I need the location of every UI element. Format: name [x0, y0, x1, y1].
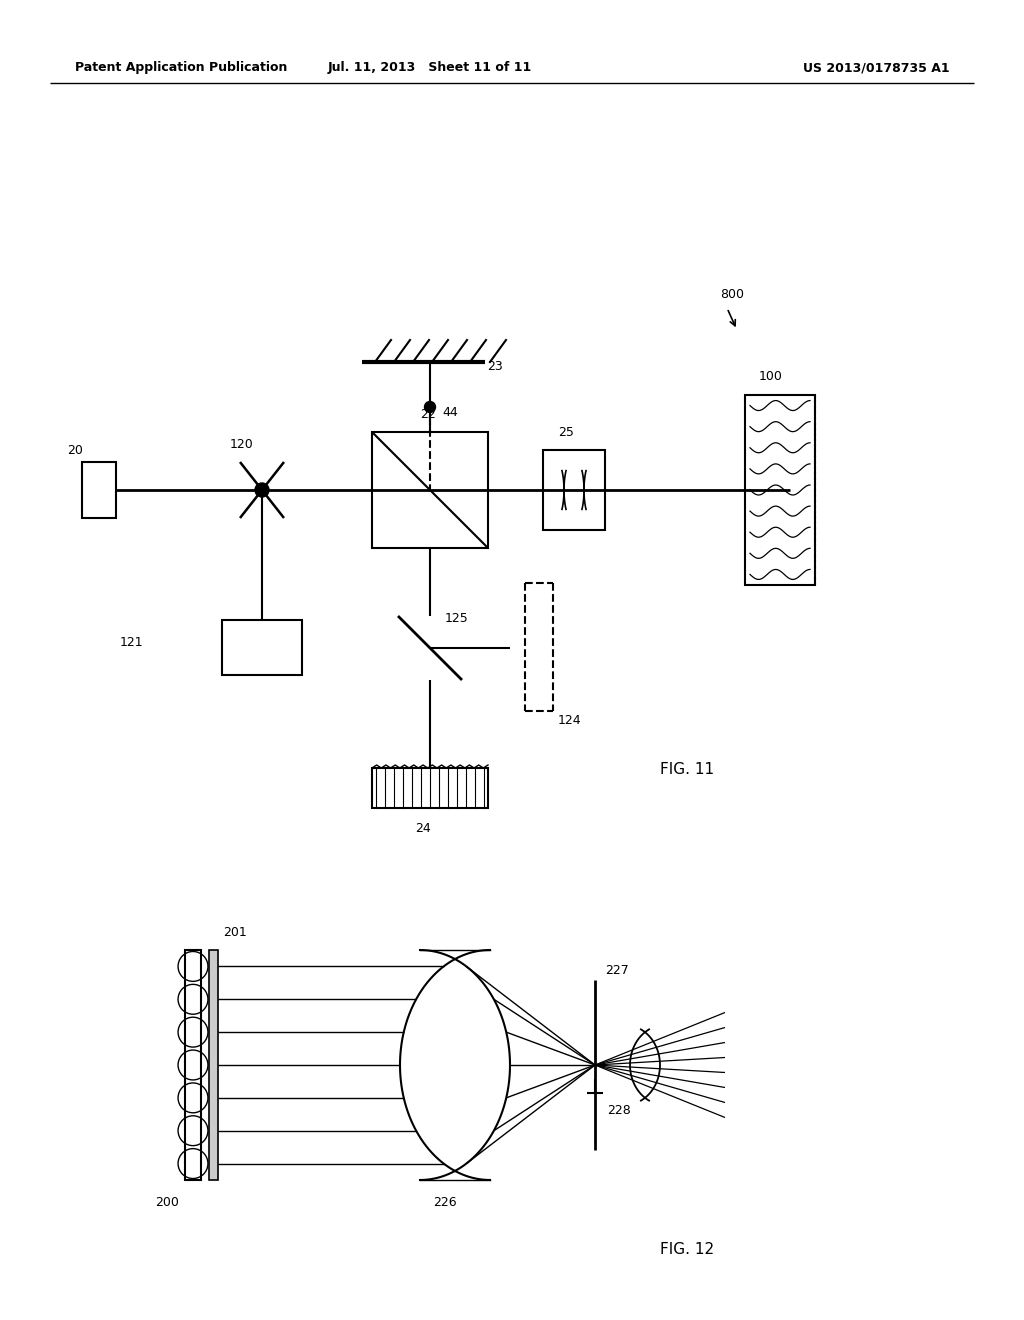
- Text: 22: 22: [420, 408, 436, 421]
- Circle shape: [425, 401, 435, 412]
- Text: 226: 226: [433, 1196, 457, 1209]
- Text: 120: 120: [230, 438, 254, 451]
- Bar: [209, 950, 218, 1180]
- Text: 201: 201: [223, 925, 247, 939]
- Text: 124: 124: [558, 714, 582, 727]
- Text: US 2013/0178735 A1: US 2013/0178735 A1: [804, 62, 950, 74]
- Text: 228: 228: [607, 1104, 631, 1117]
- Circle shape: [255, 483, 269, 498]
- Text: FIG. 11: FIG. 11: [660, 763, 714, 777]
- Text: Patent Application Publication: Patent Application Publication: [75, 62, 288, 74]
- Bar: [185, 950, 201, 1180]
- Text: 227: 227: [605, 964, 629, 977]
- Text: 24: 24: [415, 821, 431, 834]
- Text: Jul. 11, 2013   Sheet 11 of 11: Jul. 11, 2013 Sheet 11 of 11: [328, 62, 532, 74]
- Bar: [82, 462, 116, 517]
- Text: 20: 20: [67, 444, 83, 457]
- Text: 121: 121: [120, 635, 143, 648]
- Text: 44: 44: [442, 405, 458, 418]
- Bar: [543, 450, 605, 531]
- Text: 200: 200: [155, 1196, 179, 1209]
- Text: 25: 25: [558, 425, 573, 438]
- Bar: [745, 395, 815, 585]
- Text: 100: 100: [759, 371, 783, 384]
- Text: 23: 23: [487, 360, 503, 374]
- Text: 800: 800: [720, 289, 744, 301]
- Bar: [372, 432, 488, 548]
- Bar: [372, 768, 488, 808]
- Text: 125: 125: [445, 611, 469, 624]
- Text: FIG. 12: FIG. 12: [660, 1242, 714, 1258]
- Bar: [222, 620, 302, 675]
